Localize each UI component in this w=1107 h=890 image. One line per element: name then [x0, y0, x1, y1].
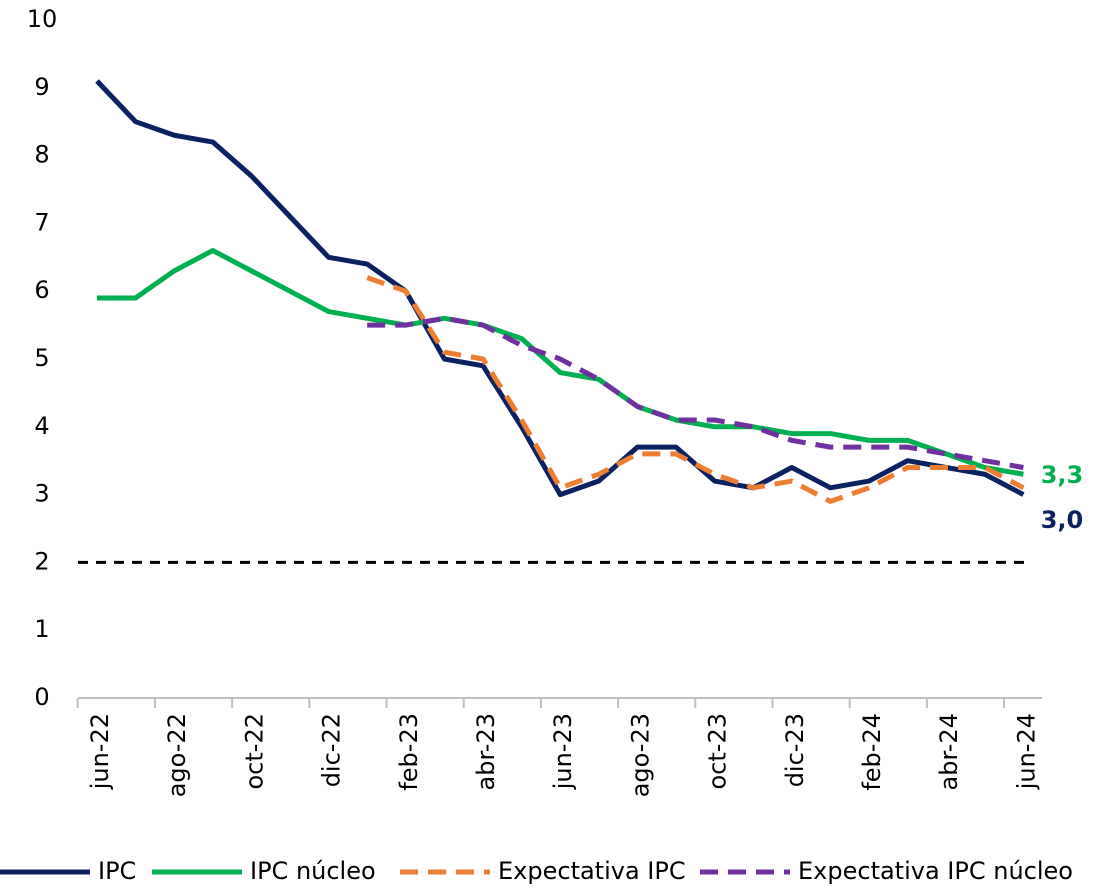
legend-label: IPC	[98, 857, 136, 885]
y-tick-label: 2	[34, 547, 49, 575]
y-tick-label: 10	[27, 5, 58, 33]
legend-label: Expectativa IPC	[498, 857, 686, 885]
series-line	[366, 275, 1025, 504]
y-tick-label: 9	[34, 73, 49, 101]
x-tick-label: ago-23	[626, 713, 654, 797]
x-tick-label: jun-24	[1012, 713, 1040, 790]
series-line	[367, 315, 1024, 470]
x-tick-label: feb-23	[395, 713, 423, 791]
x-tick-label: jun-22	[86, 713, 114, 790]
series-line	[95, 79, 1025, 498]
y-tick-label: 6	[34, 276, 49, 304]
x-tick-label: dic-22	[318, 713, 346, 787]
x-tick-label: oct-23	[704, 713, 732, 790]
series-line	[97, 248, 1024, 477]
y-tick-label: 5	[34, 344, 49, 372]
x-tick-label: jun-23	[549, 713, 577, 790]
x-tick-label: abr-24	[935, 713, 963, 790]
x-tick-label: dic-23	[781, 713, 809, 787]
y-tick-label: 7	[34, 208, 49, 236]
x-tick-label: feb-24	[858, 713, 886, 791]
y-tick-label: 1	[34, 615, 49, 643]
end-label: 3,0	[1041, 506, 1084, 534]
end-label: 3,3	[1041, 461, 1084, 489]
x-tick-label: ago-22	[163, 713, 191, 797]
y-tick-label: 8	[34, 141, 49, 169]
y-tick-label: 0	[34, 683, 49, 711]
legend-label: Expectativa IPC núcleo	[798, 857, 1073, 885]
y-tick-label: 4	[34, 412, 49, 440]
x-tick-label: oct-22	[240, 713, 268, 790]
x-tick-label: abr-23	[472, 713, 500, 790]
legend-label: IPC núcleo	[250, 857, 376, 885]
y-tick-label: 3	[34, 480, 49, 508]
